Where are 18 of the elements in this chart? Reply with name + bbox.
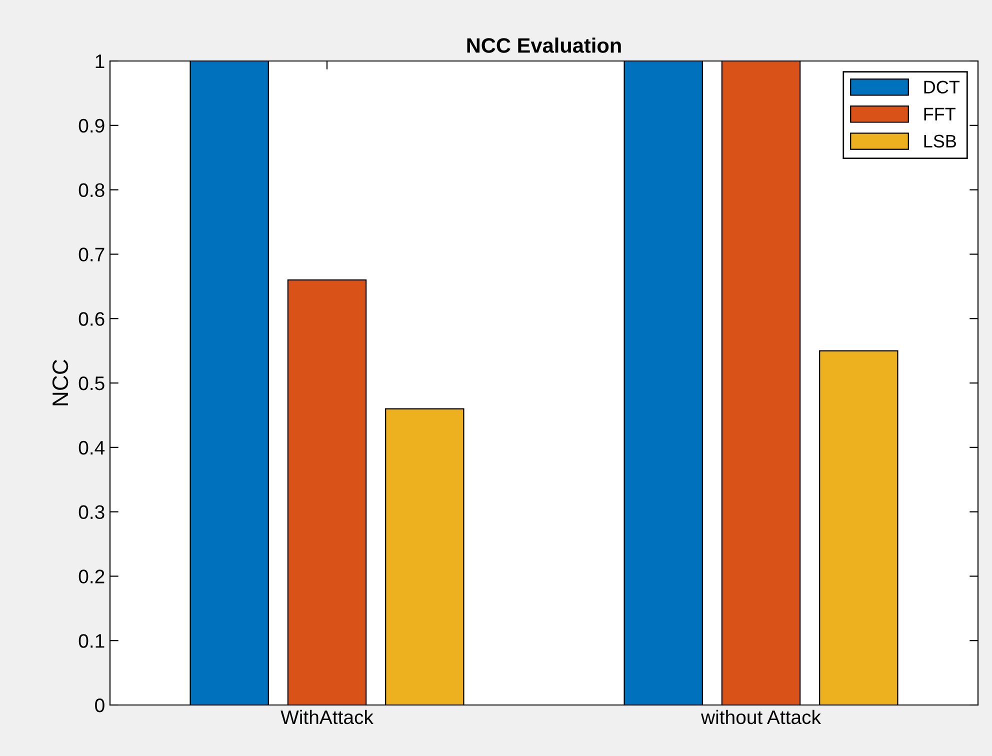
y-tick-label: 0.1 bbox=[78, 634, 104, 648]
y-tick-label: 0.4 bbox=[78, 440, 105, 455]
y-tick-label: 0.2 bbox=[78, 570, 104, 584]
legend-label: DCT bbox=[924, 80, 960, 94]
y-tick-label: 0.7 bbox=[78, 248, 104, 262]
legend-label: LSB bbox=[924, 134, 956, 148]
y-tick-label: 1 bbox=[96, 54, 104, 68]
y-tick-label: 0.5 bbox=[78, 376, 104, 390]
x-tick-label: without Attack bbox=[700, 710, 822, 724]
x-tick-label: WithAttack bbox=[280, 710, 374, 724]
y-tick-label: 0.9 bbox=[78, 118, 104, 133]
y-tick-label: 0.6 bbox=[78, 312, 104, 326]
y-tick-label: 0.8 bbox=[78, 183, 104, 198]
chart-title: NCC Evaluation bbox=[467, 38, 621, 53]
legend-label: FFT bbox=[924, 108, 956, 120]
y-axis-title: NCC bbox=[52, 360, 68, 406]
y-tick-label: 0.3 bbox=[78, 505, 104, 520]
y-tick-label: 0 bbox=[95, 698, 104, 712]
